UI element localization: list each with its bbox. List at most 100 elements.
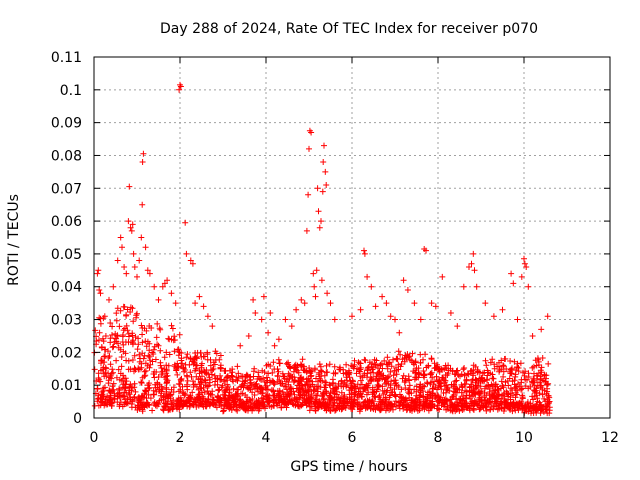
outlier-point [510, 280, 517, 287]
data-point [507, 370, 514, 377]
data-point [293, 396, 300, 403]
data-point [435, 398, 442, 405]
outlier-point [164, 277, 171, 284]
data-point [154, 320, 161, 327]
data-point [379, 375, 386, 382]
data-point [168, 322, 175, 329]
data-point [177, 401, 184, 408]
data-point [441, 379, 448, 386]
data-point [515, 407, 522, 414]
data-point [114, 391, 121, 398]
data-point [428, 356, 435, 363]
data-point [145, 391, 152, 398]
data-point [316, 397, 323, 404]
data-point [159, 386, 166, 392]
data-point [199, 373, 205, 380]
data-point [318, 368, 325, 375]
outlier-point [293, 306, 300, 313]
data-point [353, 385, 360, 392]
data-point [200, 353, 207, 360]
outlier-point [525, 283, 532, 290]
data-point [168, 386, 175, 393]
data-point [527, 383, 534, 390]
outlier-point [521, 255, 527, 262]
data-point [140, 355, 147, 362]
data-point [151, 343, 158, 350]
data-point [504, 401, 510, 407]
data-point [157, 347, 164, 354]
outlier-point [518, 273, 525, 280]
data-point [288, 388, 295, 395]
data-point [475, 388, 482, 395]
data-point [120, 341, 127, 348]
data-point [472, 385, 479, 392]
data-point [428, 404, 435, 411]
outlier-point [368, 283, 375, 290]
data-point [545, 360, 552, 367]
outlier-point [106, 296, 112, 303]
data-point [222, 367, 229, 374]
data-point [423, 364, 430, 371]
outlier-point [361, 250, 368, 257]
data-point [469, 377, 476, 384]
data-point [350, 378, 356, 385]
data-point [160, 403, 167, 410]
data-point [380, 372, 387, 379]
data-point [326, 393, 333, 400]
data-point [295, 387, 302, 394]
data-point [100, 393, 107, 400]
data-point [110, 380, 117, 387]
outlier-point [265, 329, 272, 336]
data-point [123, 322, 130, 329]
outlier-point [316, 224, 323, 231]
data-point [413, 402, 419, 409]
data-point [453, 377, 460, 384]
data-point [131, 352, 138, 359]
outlier-point [140, 150, 147, 157]
data-point [112, 335, 119, 342]
data-point [315, 404, 322, 411]
data-point [393, 371, 400, 378]
data-point [472, 363, 479, 370]
data-point [207, 362, 214, 369]
data-point [139, 394, 146, 401]
data-point [357, 377, 364, 384]
data-point [306, 400, 313, 407]
data-point [452, 403, 459, 410]
outlier-point [252, 310, 259, 316]
data-point [255, 369, 262, 376]
data-point [270, 359, 277, 366]
data-point [444, 385, 451, 392]
data-point [122, 375, 129, 382]
data-point [332, 407, 338, 414]
data-point [377, 407, 383, 414]
data-point [511, 381, 518, 388]
data-point [436, 406, 443, 413]
data-point [276, 377, 283, 383]
data-point [514, 364, 520, 371]
data-point [129, 341, 136, 348]
data-point [123, 311, 130, 318]
data-point [156, 325, 163, 332]
data-point [234, 407, 241, 414]
data-point [379, 401, 386, 408]
data-point [420, 388, 426, 395]
data-point [368, 399, 375, 406]
data-point [187, 355, 194, 362]
data-point [183, 354, 190, 361]
data-point [187, 369, 194, 376]
outlier-point [447, 310, 454, 316]
data-point [326, 401, 333, 408]
data-point [128, 384, 135, 391]
data-point [300, 388, 307, 395]
data-point [129, 357, 136, 363]
data-point [210, 399, 217, 405]
data-point [200, 403, 207, 410]
data-point [440, 390, 447, 396]
data-point [157, 392, 164, 399]
data-point [537, 367, 544, 374]
data-point [285, 370, 292, 377]
outlier-point [139, 201, 146, 208]
data-point [178, 355, 185, 362]
data-point [270, 380, 277, 386]
